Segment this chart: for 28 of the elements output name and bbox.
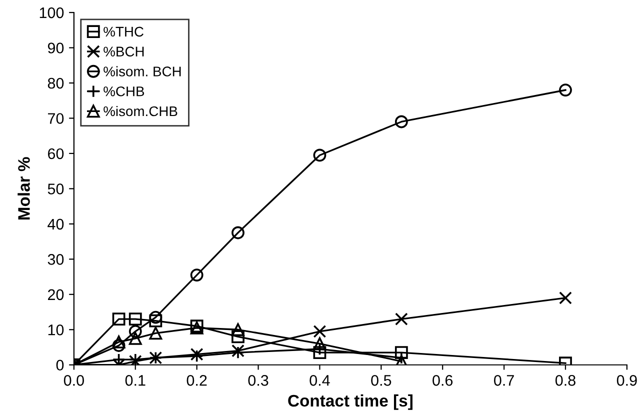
y-tick-label: 10 [48,324,64,336]
y-tick-label: 30 [48,254,64,265]
x-tick-label: 0.2 [186,375,207,386]
x-axis-title: Contact time [s] [288,394,412,410]
legend-label: %CHB [104,86,144,96]
x-tick-label: 0.6 [432,375,453,386]
y-tick-label: 20 [48,289,64,300]
y-tick-label: 70 [48,113,64,124]
x-tick-label: 0.5 [371,375,392,386]
x-tick-label: 0.7 [494,375,514,386]
x-tick-label: 0.9 [616,375,637,386]
y-axis-title: Molar % [18,157,30,220]
y-tick-label: 40 [48,218,64,230]
x-tick-label: 0.3 [248,375,268,386]
x-tick-label: 0.1 [125,375,146,386]
y-tick-label: 50 [48,184,64,194]
x-tick-label: 0.0 [64,375,84,386]
legend-label: %isom.CHB [104,106,178,116]
y-tick-label: 80 [48,78,64,89]
y-tick-label: 90 [48,42,64,54]
y-tick-label: 100 [40,7,64,18]
y-tick-label: 60 [48,148,64,160]
x-tick-label: 0.4 [310,375,330,386]
y-tick-label: 0 [56,360,64,371]
legend-label: %BCH [104,46,144,56]
x-tick-label: 0.8 [555,375,576,386]
legend-label: %isom. BCH [104,66,181,76]
legend-label: %THC [104,26,144,37]
